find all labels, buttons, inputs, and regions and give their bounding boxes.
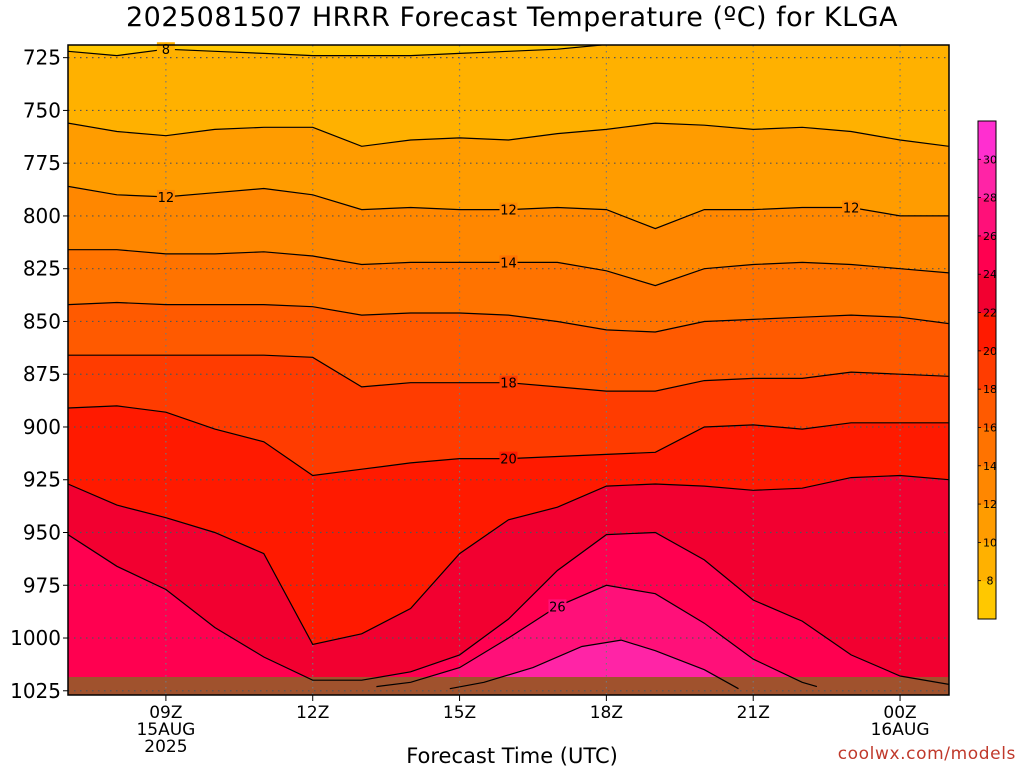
colorbar-label-10: 10 (983, 536, 997, 549)
colorbar-segment-8 (978, 274, 996, 314)
x-tick-label-9-2: 2025 (144, 737, 187, 757)
y-tick-label-775: 775 (23, 151, 61, 175)
contour-line-26 (376, 584, 818, 688)
y-tick-label-875: 875 (23, 362, 61, 386)
colorbar-segment-4 (978, 427, 996, 467)
y-tick-label-750: 750 (23, 98, 61, 122)
y-tick-label-900: 900 (23, 415, 61, 439)
colorbar-label-12: 12 (983, 498, 997, 511)
x-axis-title: Forecast Time (UTC) (406, 744, 618, 768)
colorbar-label-16: 16 (983, 421, 997, 434)
chart-title: 2025081507 HRRR Forecast Temperature (ºC… (125, 2, 899, 33)
x-tick-label-24-0: 00Z (883, 703, 916, 723)
colorbar-segment-7 (978, 312, 996, 352)
colorbar-label-28: 28 (983, 192, 997, 205)
contour-label-8-0: 8 (162, 43, 170, 58)
colorbar-label-26: 26 (983, 230, 997, 243)
x-tick-label-24-1: 16AUG (871, 720, 930, 740)
x-tick-label-9-1: 15AUG (136, 720, 195, 740)
colorbar-segment-5 (978, 389, 996, 428)
contour-line-24 (68, 531, 949, 685)
contour-label-12-1: 12 (500, 204, 517, 219)
colorbar-segment-9 (978, 235, 996, 275)
contour-label-bg-14-0 (499, 255, 518, 270)
colorbar-segment-11 (978, 159, 996, 199)
contour-label-bg-26-0 (548, 599, 567, 614)
y-tick-label-975: 975 (23, 573, 61, 597)
fill-band-26 (376, 585, 817, 687)
contour-line-22 (68, 474, 949, 646)
colorbar-segment-1 (978, 542, 996, 582)
colorbar-frame (977, 120, 997, 620)
fill-band-28 (449, 640, 739, 689)
colorbar-segment-2 (978, 504, 996, 543)
contour-label-14-0: 14 (500, 256, 517, 271)
contour-line-28 (449, 639, 739, 690)
contour-label-bg-20-0 (499, 451, 518, 466)
y-tick-label-1000: 1000 (10, 626, 61, 650)
contour-labels: 8 12 12 12 14 18 20 26 (156, 42, 861, 615)
contour-label-18-0: 18 (500, 377, 517, 392)
colorbar-label-20: 20 (983, 345, 997, 358)
contour-label-bg-18-0 (499, 375, 518, 390)
x-tick-label-18-0: 18Z (590, 703, 623, 723)
x-tick-label-9-0: 09Z (149, 703, 182, 723)
colorbar-segment-3 (978, 465, 996, 505)
colorbar-segment-12 (978, 121, 996, 160)
colorbar-segment-10 (978, 197, 996, 237)
colorbar-label-24: 24 (983, 268, 997, 281)
colorbar-label-14: 14 (983, 460, 997, 473)
contour-label-bg-12-1 (499, 202, 518, 217)
colorbar-label-8: 8 (987, 575, 994, 588)
source-credit: coolwx.com/models (837, 744, 1016, 764)
x-tick-label-21-0: 21Z (737, 703, 770, 723)
contour-line-10 (68, 122, 949, 147)
y-tick-label-925: 925 (23, 468, 61, 492)
x-tick-label-15-0: 15Z (443, 703, 476, 723)
y-tick-label-1025: 1025 (10, 679, 61, 703)
contour-label-bg-12-0 (156, 189, 175, 204)
y-tick-label-800: 800 (23, 204, 61, 228)
contour-label-12-2: 12 (843, 202, 860, 217)
y-tick-label-950: 950 (23, 521, 61, 545)
colorbar-segment-6 (978, 350, 996, 390)
terrain-rect (68, 677, 949, 695)
y-tick-label-725: 725 (23, 46, 61, 70)
contour-line-16 (68, 301, 949, 333)
y-tick-label-825: 825 (23, 257, 61, 281)
y-axis: 725 750 775 800 825 850 875 900 925 950 975 1000 102… (10, 46, 68, 703)
colorbar-label-18: 18 (983, 383, 997, 396)
contour-label-20-0: 20 (500, 453, 517, 468)
colorbar-label-22: 22 (983, 307, 997, 320)
contour-label-12-0: 12 (158, 191, 175, 206)
grid-lines (68, 45, 949, 695)
colorbar: 8 10 12 14 16 18 20 22 24 26 28 30 (977, 120, 997, 620)
y-tick-label-850: 850 (23, 309, 61, 333)
temperature-fill-bands (68, 45, 949, 695)
contour-label-26-0: 26 (549, 600, 566, 615)
terrain-band (68, 677, 949, 695)
colorbar-label-30: 30 (983, 153, 997, 166)
plot-frame (67, 44, 950, 696)
contour-label-bg-12-2 (842, 200, 861, 215)
colorbar-segment-0 (978, 580, 996, 620)
x-tick-label-12-0: 12Z (296, 703, 329, 723)
